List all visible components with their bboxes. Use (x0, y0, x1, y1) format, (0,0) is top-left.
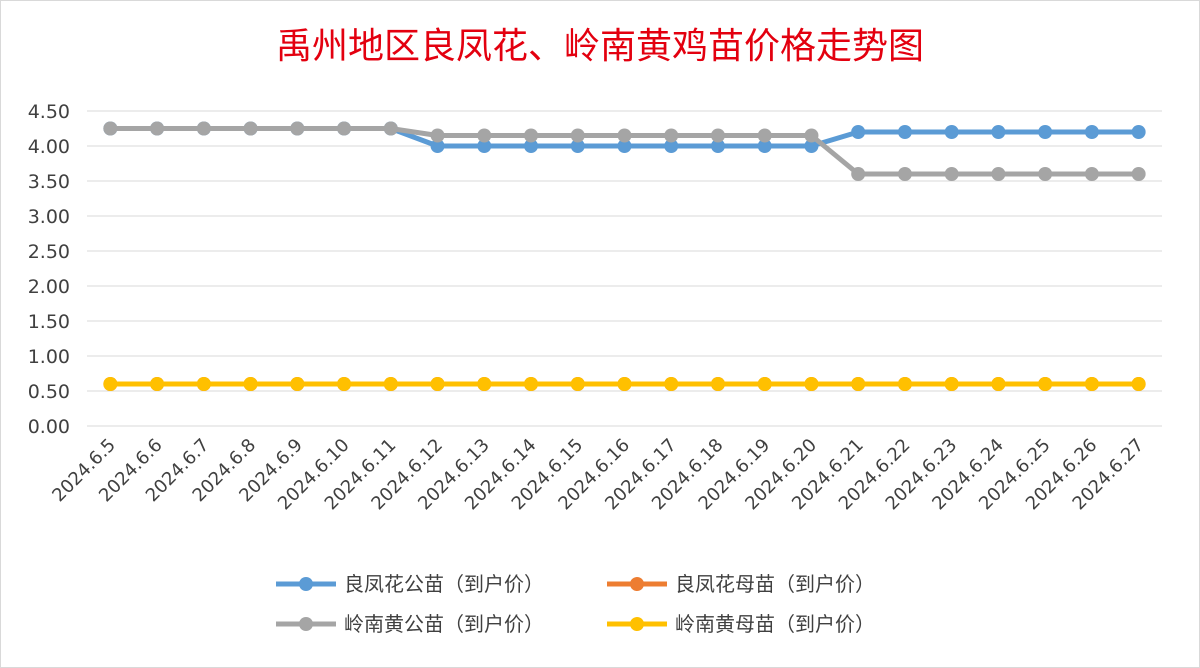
data-point (1084, 377, 1099, 391)
data-point (524, 128, 539, 143)
chart-title: 禹州地区良凤花、岭南黄鸡苗价格走势图 (276, 26, 924, 67)
series-4 (103, 377, 1146, 391)
data-point (524, 377, 539, 391)
y-tick-label: 2.00 (28, 276, 70, 298)
data-point (710, 128, 725, 143)
data-point (196, 121, 211, 136)
data-point (290, 377, 305, 391)
data-point (851, 377, 866, 391)
data-point (1131, 167, 1146, 181)
data-point (991, 377, 1006, 391)
x-axis-ticks: 2024.6.52024.6.62024.6.72024.6.82024.6.9… (48, 435, 1148, 515)
series-lines (103, 121, 1146, 391)
data-point (851, 167, 866, 181)
y-tick-label: 3.00 (28, 206, 70, 228)
legend-label: 岭南黄公苗（到户价） (344, 612, 544, 636)
data-point (757, 128, 772, 143)
data-point (196, 377, 211, 391)
data-point (243, 121, 258, 136)
data-point (1131, 377, 1146, 391)
data-point (664, 128, 679, 143)
y-tick-label: 3.50 (28, 171, 70, 193)
data-point (664, 377, 679, 391)
data-point (383, 377, 398, 391)
data-point (150, 377, 165, 391)
series-3 (103, 121, 1146, 181)
data-point (337, 121, 352, 136)
data-point (944, 377, 959, 391)
data-point (524, 139, 539, 153)
legend-item[interactable]: 岭南黄公苗（到户价） (276, 612, 544, 636)
legend-item[interactable]: 良凤花公苗（到户价） (276, 572, 544, 596)
y-tick-label: 0.50 (28, 381, 70, 403)
data-point (1084, 167, 1099, 181)
data-point (570, 128, 585, 143)
legend-swatch-marker (630, 617, 644, 631)
data-point (103, 377, 118, 391)
data-point (944, 125, 959, 139)
legend-item[interactable]: 岭南黄母苗（到户价） (607, 612, 875, 636)
data-point (290, 121, 305, 136)
legend-swatch-marker (299, 617, 313, 631)
data-point (944, 167, 959, 181)
legend-swatch-marker (630, 577, 644, 591)
data-point (477, 139, 492, 153)
data-point (851, 125, 866, 139)
y-axis-ticks: 0.00 0.50 1.00 1.50 2.00 2.50 3.00 3.50 4.00 4.50 (28, 101, 70, 438)
y-tick-label: 0.00 (28, 416, 70, 438)
data-point (757, 377, 772, 391)
legend-label: 岭南黄母苗（到户价） (675, 612, 875, 636)
legend-label: 良凤花母苗（到户价） (675, 572, 875, 596)
data-point (570, 139, 585, 153)
data-point (477, 377, 492, 391)
data-point (804, 377, 819, 391)
data-point (804, 128, 819, 143)
y-tick-label: 1.50 (28, 311, 70, 333)
data-point (1131, 125, 1146, 139)
data-point (570, 377, 585, 391)
data-point (243, 377, 258, 391)
legend-item[interactable]: 良凤花母苗（到户价） (607, 572, 875, 596)
legend: 良凤花公苗（到户价） 良凤花母苗（到户价） 岭南黄公苗（到户价） 岭南黄母苗（到户价） (276, 572, 875, 636)
data-point (1038, 377, 1053, 391)
data-point (991, 167, 1006, 181)
data-point (710, 139, 725, 153)
data-point (897, 167, 912, 181)
legend-swatch-marker (299, 577, 313, 591)
y-tick-label: 4.50 (28, 101, 70, 123)
data-point (383, 121, 398, 136)
data-point (1038, 167, 1053, 181)
data-point (710, 377, 725, 391)
data-point (1038, 125, 1053, 139)
data-point (897, 125, 912, 139)
data-point (103, 121, 118, 136)
data-point (430, 128, 445, 143)
data-point (991, 125, 1006, 139)
data-point (617, 377, 632, 391)
data-point (617, 139, 632, 153)
y-tick-label: 2.50 (28, 241, 70, 263)
legend-label: 良凤花公苗（到户价） (344, 572, 544, 596)
y-tick-label: 1.00 (28, 346, 70, 368)
data-point (897, 377, 912, 391)
data-point (617, 128, 632, 143)
data-point (430, 377, 445, 391)
data-point (804, 139, 819, 153)
data-point (1084, 125, 1099, 139)
data-point (477, 128, 492, 143)
data-point (757, 139, 772, 153)
y-tick-label: 4.00 (28, 136, 70, 158)
data-point (337, 377, 352, 391)
data-point (430, 139, 445, 153)
data-point (664, 139, 679, 153)
data-point (150, 121, 165, 136)
